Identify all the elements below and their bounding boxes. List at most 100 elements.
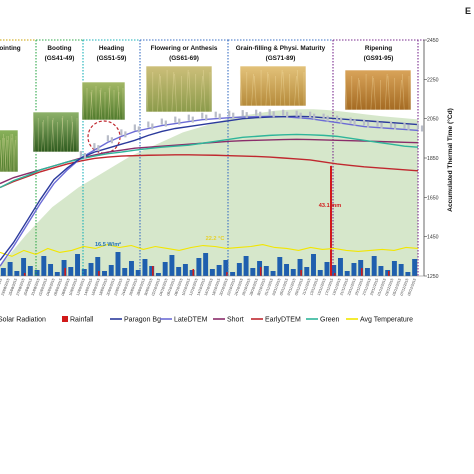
panel-letter: E	[465, 6, 471, 16]
solar-bar	[297, 259, 303, 276]
wheat-stalk	[145, 69, 149, 113]
wheat-stalk	[344, 73, 348, 111]
wheat-stalk	[174, 73, 177, 113]
thermal-time-lines	[0, 115, 419, 267]
x-date-label: 24/10/2015	[234, 278, 244, 296]
solar-bar	[182, 264, 188, 276]
wheat-stalk	[200, 75, 203, 113]
rainfall-bar	[152, 266, 154, 276]
right-tick-label: 1650	[427, 195, 439, 201]
solar-bar	[0, 268, 6, 276]
solar-bar	[81, 269, 87, 276]
wheat-stalk	[185, 69, 189, 113]
wheat-stalk	[159, 75, 163, 113]
x-date-label: 02/10/2015	[151, 278, 161, 296]
avg-temperature-line	[0, 243, 419, 257]
annotations: 16.5 W/m² 22.2 °C 43.1 mm	[95, 203, 341, 248]
solar-bar	[263, 266, 269, 276]
x-date-label: 06/10/2015	[166, 278, 176, 296]
x-date-label: 28/09/2015	[136, 278, 146, 296]
stage-subtitle: (GS71-89)	[266, 55, 296, 62]
wheat-stalk	[358, 79, 362, 111]
x-date-label: 08/10/2015	[174, 278, 184, 296]
x-date-label: 18/09/2015	[98, 278, 108, 296]
legend-entry: Green	[320, 317, 340, 324]
x-date-label: 19/11/2015	[332, 278, 342, 296]
x-date-label: 22/10/2015	[226, 278, 236, 296]
wheat-stalk	[370, 75, 374, 111]
rainfall-bar	[387, 271, 390, 276]
solar-bar	[54, 272, 60, 276]
wheat-stalk	[99, 89, 103, 121]
x-date-label: 16/10/2015	[204, 278, 214, 296]
stage-title: Ripening	[365, 45, 392, 52]
x-date-label: 30/09/2015	[144, 278, 154, 296]
legend-entry: Paragon Bg	[124, 317, 161, 324]
x-date-label: 31/08/2015	[31, 278, 41, 296]
x-date-label: 08/09/2015	[61, 278, 71, 296]
rainfall-bar	[192, 269, 195, 276]
rainfall-bar	[64, 268, 66, 276]
wheat-stalk	[108, 87, 112, 121]
rainfall-bar	[300, 270, 302, 276]
solar-bar	[223, 260, 229, 276]
solar-bar	[135, 270, 141, 276]
wheat-stalk	[279, 69, 283, 107]
solar-bar	[48, 264, 54, 276]
solar-bar	[358, 260, 364, 276]
rainfall-peak-bar	[330, 165, 332, 276]
wheat-stalk	[356, 77, 359, 111]
solar-bar	[209, 269, 215, 276]
x-date-label: 09/11/2015	[294, 278, 304, 296]
thermal-line-earlydtem	[0, 154, 419, 189]
right-tick-label: 1250	[427, 274, 439, 280]
right-axis-ticks: 1250 1450 1650 1850 2050 2250 2450	[424, 38, 439, 280]
solar-bar	[203, 253, 209, 276]
wheat-stalk	[89, 89, 93, 121]
x-date-label: 11/11/2015	[302, 278, 312, 296]
solar-bar	[405, 272, 411, 276]
solar-bar	[351, 263, 357, 276]
x-date-label: 12/10/2015	[189, 278, 199, 296]
wheat-photo	[239, 65, 307, 107]
solar-bar	[68, 267, 74, 276]
annotation-label: 43.1 mm	[319, 203, 341, 209]
solar-radiation-fill	[0, 109, 418, 276]
right-tick-label: 2050	[427, 117, 439, 123]
x-date-label: 04/10/2015	[159, 278, 169, 296]
wheat-stalk	[117, 85, 121, 121]
x-date-label: 25/11/2015	[354, 278, 364, 296]
x-date-label: 27/08/2015	[16, 278, 26, 296]
wheat-stalk	[8, 133, 12, 173]
solar-bar	[7, 262, 13, 276]
rainfall-bar	[226, 272, 228, 276]
x-date-label: 30/10/2015	[256, 278, 266, 296]
x-date-label: 26/09/2015	[129, 278, 139, 296]
wheat-stalk	[4, 135, 8, 173]
x-date-label: 05/12/2015	[392, 278, 402, 296]
x-date-label: 14/10/2015	[196, 278, 206, 296]
legend-entry: LateDTEM	[174, 317, 208, 324]
solar-bar	[216, 265, 222, 276]
daily-bars	[0, 165, 418, 276]
stage-title: ointing	[0, 45, 21, 52]
thermal-line-paragon-bg	[0, 115, 419, 261]
thermal-line-green	[0, 133, 419, 189]
wheat-stalk	[265, 71, 269, 107]
stage-title: Flowering or Anthesis	[151, 45, 218, 52]
x-date-label: 13/11/2015	[309, 278, 319, 296]
x-date-label: 20/09/2015	[106, 278, 116, 296]
x-date-label: 23/11/2015	[347, 278, 357, 296]
wheat-stalk	[52, 119, 55, 153]
wheat-stalk	[8, 135, 11, 173]
x-date-label: 20/10/2015	[219, 278, 229, 296]
x-date-label: 15/11/2015	[317, 278, 327, 296]
wheat-stalk	[294, 75, 297, 107]
solar-bar	[243, 256, 249, 276]
wheat-stalk	[384, 73, 388, 111]
rainfall-bar	[259, 267, 262, 276]
wheat-stalk	[188, 71, 192, 113]
x-date-label: 27/11/2015	[362, 278, 372, 296]
x-date-label: 10/10/2015	[181, 278, 191, 296]
